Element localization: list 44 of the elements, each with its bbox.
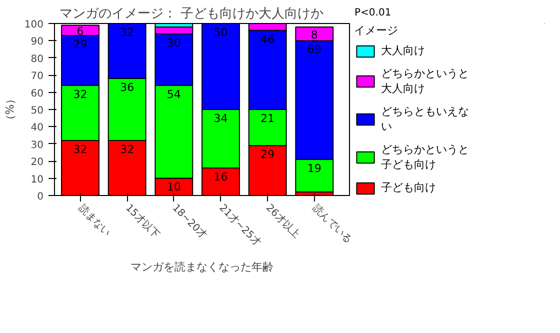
y-tick-label: 100: [24, 20, 44, 30]
x-tick-label: 読まない: [76, 202, 114, 239]
data-label: 6: [76, 24, 84, 38]
data-label: 16: [214, 170, 228, 184]
legend-label: 大人向け: [381, 43, 425, 58]
legend-label: どちらかというと大人向け: [381, 66, 469, 96]
y-tick-label: 90: [30, 36, 44, 48]
data-label: 30: [166, 36, 181, 50]
data-label: 32: [73, 88, 88, 101]
data-label: 69: [307, 43, 322, 56]
y-tick-label: 20: [30, 157, 44, 168]
x-tick-label: 26才以上: [264, 202, 302, 241]
x-tick-label: 読んでいる: [310, 202, 354, 246]
legend-label: どちらかというと子ども向け: [381, 142, 469, 172]
data-label: 46: [260, 32, 275, 46]
chart-title: マンガのイメージ： 子ども向けか大人向けか: [60, 6, 324, 22]
data-label: 29: [260, 148, 275, 162]
data-label: 10: [166, 180, 181, 194]
y-tick-label: 30: [30, 140, 44, 151]
data-label: 32: [120, 26, 134, 39]
legend-label: 子ども向け: [381, 180, 436, 195]
y-tick-label: 0: [37, 192, 44, 202]
data-label: 29: [73, 38, 88, 51]
legend-label: どちらともいえない: [381, 104, 469, 134]
data-label: 34: [214, 112, 228, 125]
data-label: 32: [73, 142, 88, 156]
data-label: 21: [260, 112, 275, 125]
data-label: 32: [120, 142, 134, 156]
text: P<0.01: [354, 8, 392, 18]
y-tick-label: 50: [30, 106, 44, 116]
y-tick-label: 40: [30, 122, 44, 134]
data-label: 19: [307, 162, 322, 175]
y-tick-label: 10: [30, 174, 44, 186]
data-label: 8: [310, 28, 318, 42]
data-label: 50: [214, 26, 228, 39]
legend-title: イメージ: [354, 23, 399, 38]
y-tick-label: 70: [30, 71, 44, 82]
data-label: 54: [166, 88, 181, 101]
data-label: 36: [120, 80, 134, 94]
y-tick-label: 60: [30, 88, 44, 100]
x-axis-title: マンガを読まなくなった年齢: [130, 260, 274, 274]
x-tick-label: 15才以下: [123, 202, 162, 241]
y-tick-label: 80: [30, 54, 44, 65]
y-axis-title: （%）: [3, 93, 16, 126]
